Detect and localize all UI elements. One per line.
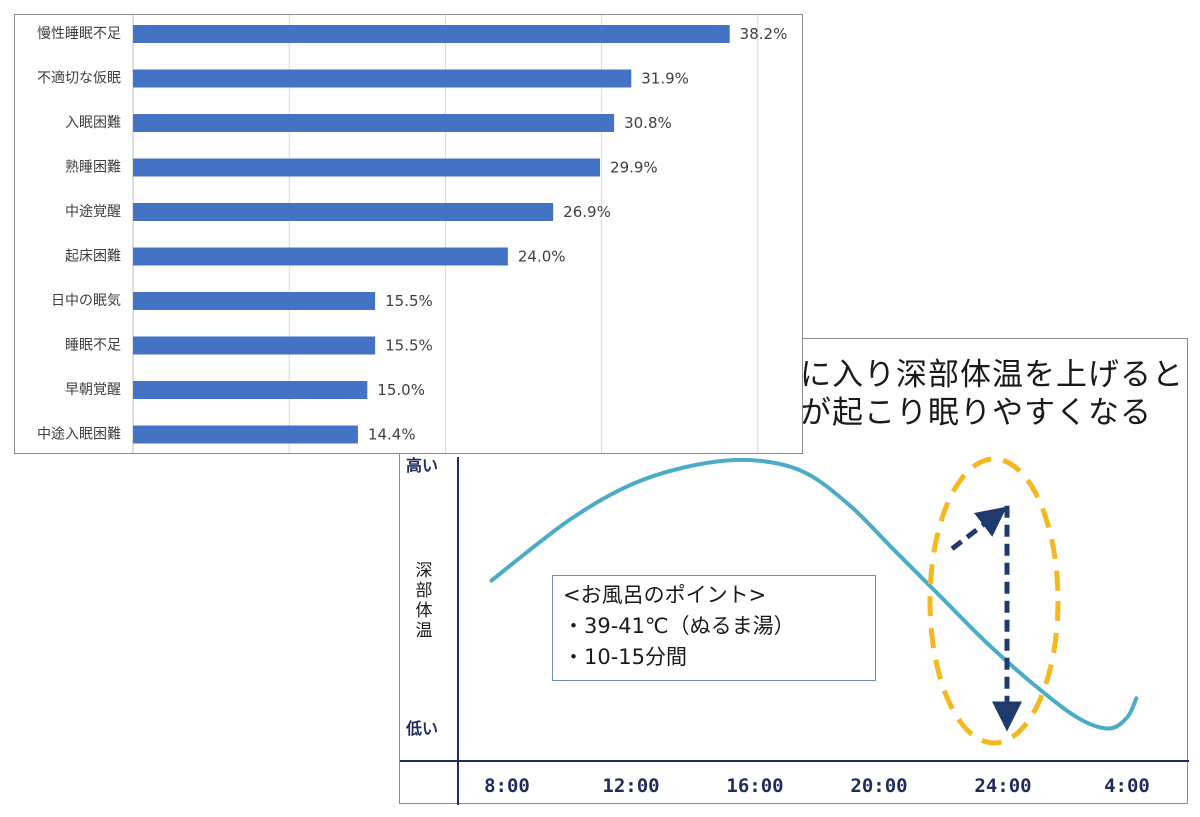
- x-tick-label: 16:00: [726, 775, 784, 797]
- category-label: 日中の眠気: [51, 293, 121, 309]
- category-label: 睡眠不足: [65, 338, 121, 354]
- callout-temperature: ・39-41℃（ぬるま湯）: [563, 614, 795, 638]
- bar: [133, 25, 730, 43]
- value-label: 24.0%: [518, 248, 566, 266]
- value-label: 14.4%: [368, 426, 416, 444]
- value-label: 15.5%: [385, 337, 433, 355]
- category-label: 慢性睡眠不足: [37, 25, 121, 42]
- y-axis-title: 深部体温: [415, 561, 433, 641]
- sleep-problems-chart: 慢性睡眠不足 38.2% 不適切な仮眠 31.9% 入眠困難 30.8% 熟睡困難 29.9%…: [14, 14, 803, 454]
- category-label: 中途入眠困難: [37, 426, 121, 443]
- category-label: 熟睡困難: [65, 160, 121, 176]
- y-low-label: 低い: [406, 719, 439, 738]
- category-label: 起床困難: [65, 249, 121, 265]
- temperature-title-line-2: が起こり眠りやすくなる: [800, 395, 1152, 431]
- y-high-label: 高い: [406, 456, 439, 475]
- temperature-title-line-1: に入り深部体温を上げると: [800, 357, 1184, 393]
- value-label: 15.5%: [385, 292, 433, 310]
- bar: [133, 114, 615, 132]
- bar: [133, 247, 508, 266]
- value-label: 26.9%: [563, 203, 611, 221]
- bath-points-callout: <お風呂のポイント> ・39-41℃（ぬるま湯） ・10-15分間: [552, 575, 876, 681]
- highlight-ellipse: [927, 456, 1061, 746]
- value-label: 15.0%: [377, 381, 425, 399]
- bar: [133, 425, 358, 444]
- temperature-plot: [400, 456, 1189, 805]
- bar: [133, 203, 554, 221]
- x-tick-label: 8:00: [484, 775, 530, 797]
- value-label: 29.9%: [610, 159, 658, 177]
- bar: [133, 336, 376, 355]
- x-tick-label: 4:00: [1104, 775, 1150, 797]
- rise-arrow: [950, 506, 1007, 551]
- category-label: 中途覚醒: [65, 203, 121, 220]
- bar: [133, 292, 376, 310]
- value-label: 30.8%: [624, 114, 672, 132]
- x-tick-label: 24:00: [974, 775, 1032, 797]
- temperature-curve: [489, 457, 1139, 731]
- category-label: 早朝覚醒: [65, 382, 121, 398]
- value-label: 31.9%: [641, 70, 689, 88]
- callout-heading: <お風呂のポイント>: [563, 583, 767, 607]
- x-tick-label: 12:00: [602, 775, 660, 797]
- bar: [133, 69, 632, 88]
- callout-duration: ・10-15分間: [563, 645, 688, 669]
- bar: [133, 381, 368, 399]
- x-tick-label: 20:00: [850, 775, 908, 797]
- category-label: 入眠困難: [65, 115, 121, 131]
- sleep-bar-plot: 慢性睡眠不足 38.2% 不適切な仮眠 31.9% 入眠困難 30.8% 熟睡困難 29.9%…: [37, 15, 788, 453]
- bar: [133, 158, 601, 177]
- category-label: 不適切な仮眠: [37, 70, 121, 87]
- value-label: 38.2%: [740, 25, 788, 43]
